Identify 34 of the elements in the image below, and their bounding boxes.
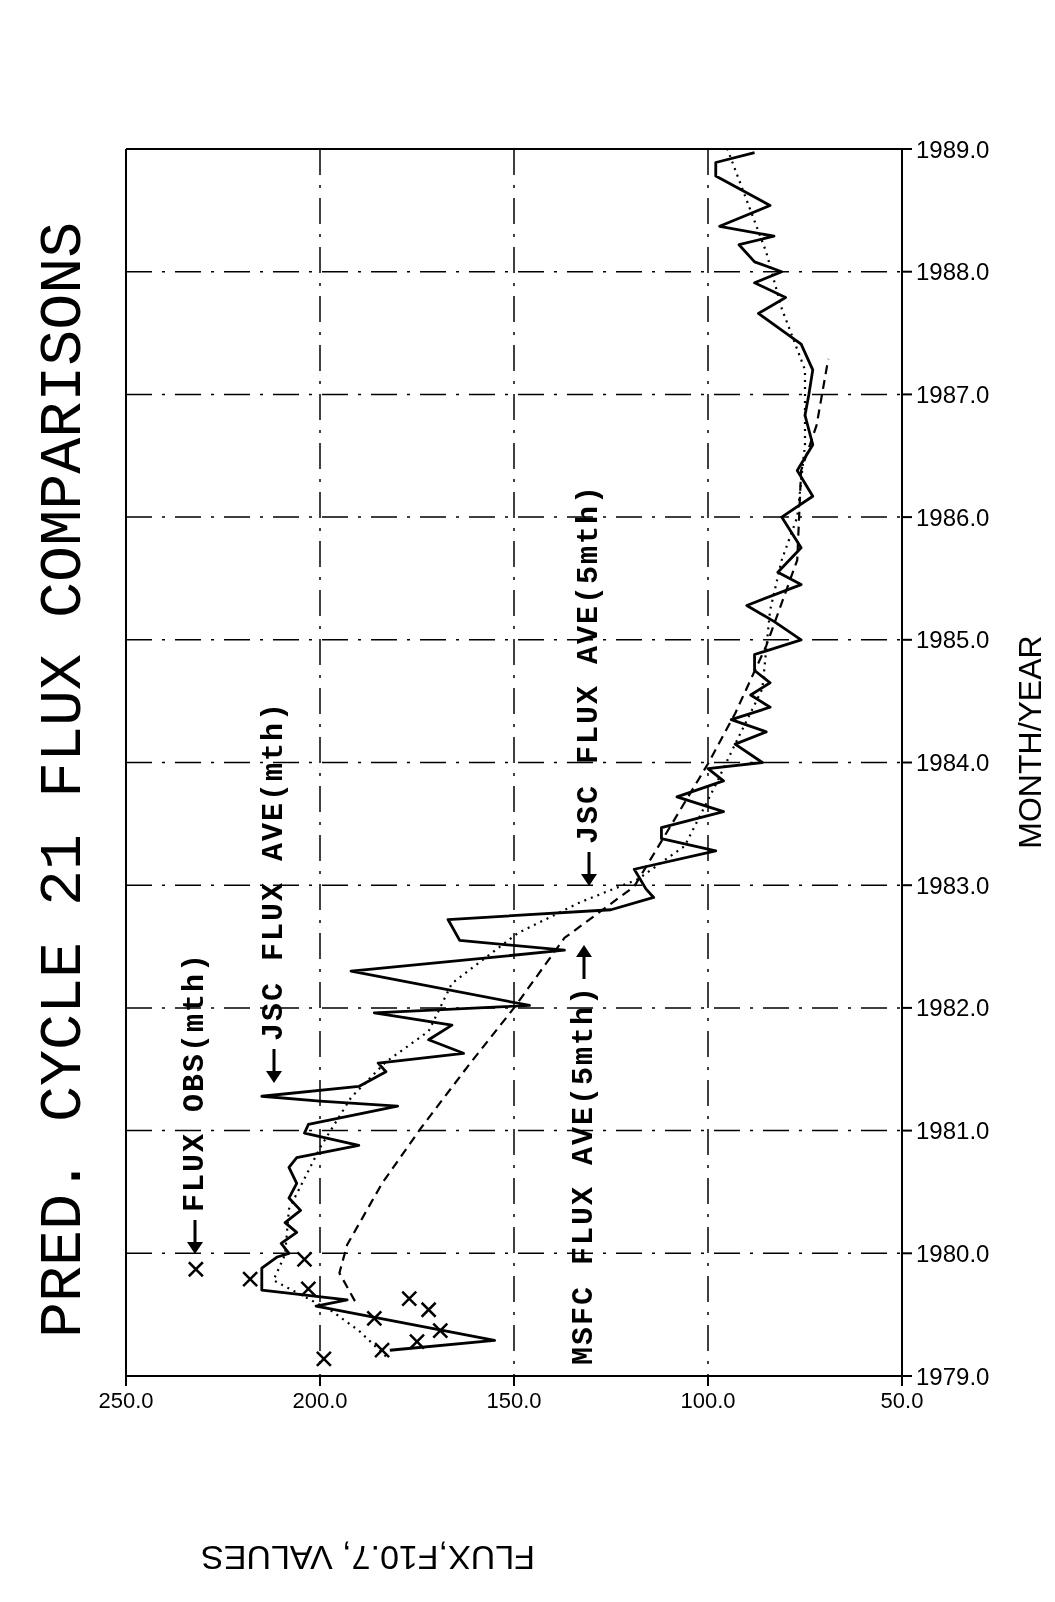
- text: PRED. CYCLE 21 FLUX COMPARISONS: [30, 221, 98, 1338]
- legend-label: FLUX OBS(mth): [178, 951, 212, 1212]
- text: JSC FLUX AVE(5mth): [572, 483, 606, 844]
- y-tick-label: 1986.0: [916, 503, 990, 531]
- y-tick-label: 1980.0: [916, 1239, 990, 1267]
- x-tick-label: 250.0: [98, 1388, 154, 1413]
- point: [400, 1290, 418, 1307]
- y-tick-label: 1985.0: [916, 626, 990, 654]
- y-tick-label: 1984.0: [916, 749, 990, 776]
- point: [408, 1333, 426, 1350]
- point: [373, 1341, 391, 1359]
- point: [300, 1280, 317, 1298]
- y-tick-label: 1983.0: [916, 871, 990, 899]
- y-tick-label: 1987.0: [916, 380, 990, 408]
- text: MSFC FLUX AVE(5mth): [567, 984, 601, 1365]
- text: JSC FLUX AVE(mth): [257, 700, 291, 1041]
- point: [366, 1310, 383, 1327]
- point: [420, 1301, 437, 1318]
- y-axis-title: MONTH/YEAR: [1012, 635, 1048, 849]
- x-tick-label: 100.0: [680, 1388, 736, 1413]
- x-tick-label: 150.0: [486, 1388, 542, 1413]
- y-tick-label: 1979.0: [916, 1362, 990, 1390]
- point: [296, 1251, 313, 1268]
- x-axis-title: FLUX,F10.7, VALUES: [201, 1539, 535, 1577]
- point: [187, 1261, 205, 1278]
- x-tick-label: 200.0: [292, 1388, 348, 1413]
- point: [241, 1270, 259, 1288]
- x-tick-label: 50.0: [880, 1388, 924, 1413]
- point: [315, 1350, 333, 1368]
- y-tick-label: 1982.0: [916, 994, 990, 1022]
- y-tick-label: 1989.0: [916, 135, 990, 163]
- y-tick-label: 1981.0: [916, 1117, 990, 1145]
- point: [432, 1322, 449, 1339]
- y-tick-label: 1988.0: [916, 258, 990, 286]
